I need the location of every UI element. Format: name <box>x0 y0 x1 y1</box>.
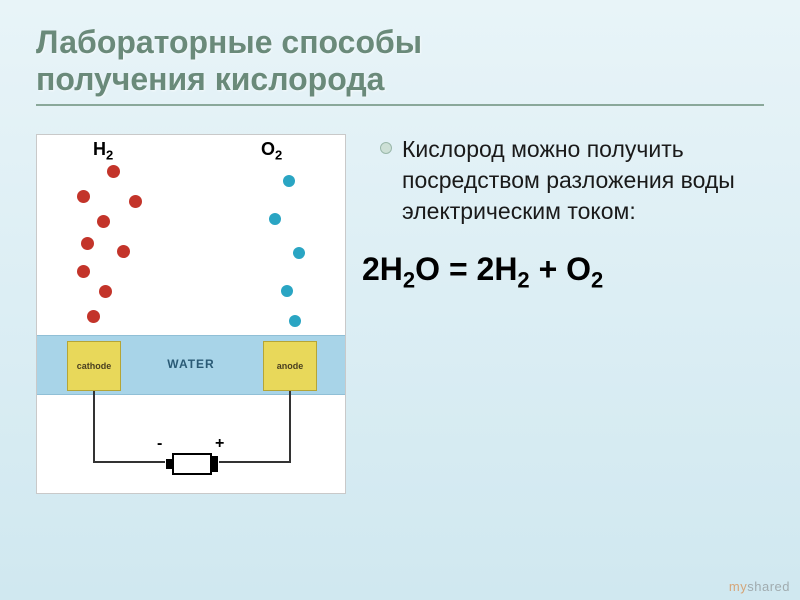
battery-pos-sign: + <box>215 435 224 453</box>
chemical-equation: 2H2O = 2H2 + O2 <box>362 251 764 293</box>
battery-neg-sign: - <box>157 435 162 453</box>
o2-bubble <box>283 175 295 187</box>
diagram-column: H2 O2 WATER cathode anode - + <box>36 134 356 494</box>
eq-c1: 2H <box>362 251 403 287</box>
h2-label-text: H <box>93 139 106 159</box>
title-line-2: получения кислорода <box>36 61 384 97</box>
h2-bubble <box>77 265 90 278</box>
eq-s3: 2 <box>591 267 603 292</box>
o2-bubble <box>293 247 305 259</box>
watermark-my: my <box>729 579 747 594</box>
slide: Лабораторные способы получения кислорода… <box>0 0 800 600</box>
eq-s1: 2 <box>403 267 415 292</box>
text-column: Кислород можно получить посредством разл… <box>380 134 764 294</box>
h2-bubble <box>99 285 112 298</box>
title-line-1: Лабораторные способы <box>36 24 422 60</box>
h2-bubble <box>87 310 100 323</box>
watermark: myshared <box>729 579 790 594</box>
eq-s2: 2 <box>517 267 529 292</box>
bullet-item: Кислород можно получить посредством разл… <box>380 134 764 227</box>
title-block: Лабораторные способы получения кислорода <box>36 24 764 106</box>
battery-icon <box>162 447 222 481</box>
h2-bubble <box>81 237 94 250</box>
slide-title: Лабораторные способы получения кислорода <box>36 24 764 98</box>
h2-bubble <box>107 165 120 178</box>
o2-label: O2 <box>261 139 282 163</box>
eq-c2: O = 2H <box>415 251 517 287</box>
electrolysis-diagram: H2 O2 WATER cathode anode - + <box>36 134 346 494</box>
wire <box>93 391 95 463</box>
h2-label-sub: 2 <box>106 147 113 162</box>
cathode: cathode <box>67 341 121 391</box>
o2-bubble <box>269 213 281 225</box>
h2-label: H2 <box>93 139 113 163</box>
battery-body <box>172 453 212 475</box>
bullet-text: Кислород можно получить посредством разл… <box>402 134 764 227</box>
content-row: H2 O2 WATER cathode anode - + <box>36 134 764 494</box>
o2-bubble <box>289 315 301 327</box>
water-label: WATER <box>167 357 214 371</box>
anode: anode <box>263 341 317 391</box>
h2-bubble <box>77 190 90 203</box>
h2-bubble <box>117 245 130 258</box>
wire <box>93 461 165 463</box>
o2-bubble <box>281 285 293 297</box>
battery-pos-terminal <box>212 456 218 472</box>
o2-label-text: O <box>261 139 275 159</box>
o2-label-sub: 2 <box>275 147 282 162</box>
watermark-shared: shared <box>747 579 790 594</box>
title-underline <box>36 104 764 106</box>
bullet-dot-icon <box>380 142 392 154</box>
wire <box>219 461 291 463</box>
h2-bubble <box>97 215 110 228</box>
h2-bubble <box>129 195 142 208</box>
eq-c3: + O <box>530 251 591 287</box>
wire <box>289 391 291 463</box>
